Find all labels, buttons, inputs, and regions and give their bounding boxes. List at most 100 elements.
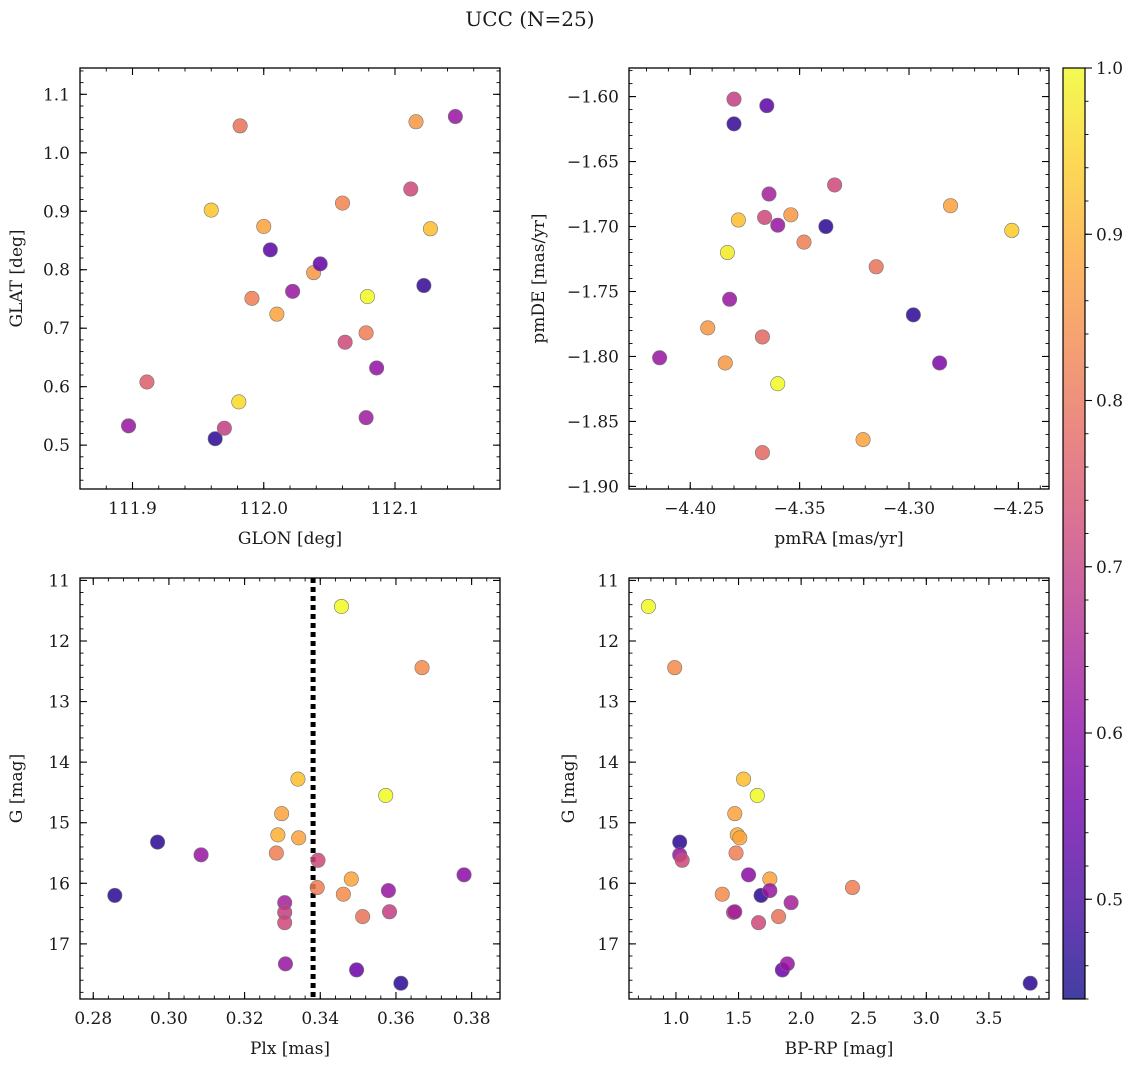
- data-point: [369, 360, 385, 376]
- x-tick-label: 3.0: [913, 1009, 940, 1029]
- x-tick-label: 0.34: [301, 1009, 339, 1029]
- y-tick-label: 0.9: [43, 202, 70, 222]
- panels: 111.9 112.0 112.10.50.60.70.80.91.01.1GLON…: [7, 67, 1050, 1059]
- data-point: [139, 374, 155, 390]
- data-point: [714, 886, 730, 902]
- x-tick-label: 1.0: [662, 1009, 689, 1029]
- data-point: [674, 852, 690, 868]
- data-point: [107, 887, 123, 903]
- colorbar-tick-label: 0.8: [1096, 392, 1123, 412]
- data-point: [393, 975, 409, 991]
- data-point: [337, 334, 353, 350]
- data-point: [380, 883, 396, 899]
- data-point: [783, 207, 799, 223]
- data-point: [274, 806, 290, 822]
- data-point: [726, 116, 742, 132]
- data-point: [727, 806, 743, 822]
- y-axis-label: G [mag]: [559, 754, 579, 823]
- y-tick-label: 14: [597, 753, 619, 773]
- colorbar: 0.5 0.6 0.7 0.8 0.9 1.0: [1062, 59, 1123, 1000]
- data-point: [667, 660, 683, 676]
- x-tick-label: −4.30: [883, 499, 935, 519]
- data-point: [732, 830, 748, 846]
- y-tick-label: 17: [48, 935, 70, 955]
- data-point: [905, 307, 921, 323]
- data-point: [270, 827, 286, 843]
- data-point: [343, 871, 359, 887]
- y-tick-label: 0.7: [43, 319, 70, 339]
- data-point: [796, 234, 812, 250]
- data-point: [290, 771, 306, 787]
- panel-1: 111.9 112.0 112.1 0.5 0.6 0.7 0.8 0.9 1.0 1.1 GLON…: [7, 67, 501, 549]
- data-point: [207, 431, 223, 447]
- x-axis-label: pmRA [mas/yr]: [774, 529, 903, 549]
- plot-area: [107, 578, 472, 999]
- y-tick-label: 13: [48, 693, 70, 713]
- data-point: [358, 325, 374, 341]
- colorbar-tick-label: 0.6: [1096, 724, 1123, 744]
- data-point: [751, 915, 767, 931]
- x-tick-label: 0.32: [226, 1009, 264, 1029]
- data-point: [231, 394, 247, 410]
- data-point: [268, 845, 284, 861]
- axes-frame: [79, 577, 501, 1000]
- data-point: [741, 867, 757, 883]
- data-point: [150, 834, 166, 850]
- data-point: [719, 245, 735, 261]
- data-point: [749, 787, 765, 803]
- colorbar-gradient: [1062, 67, 1086, 1000]
- y-tick-label: −1.90: [567, 477, 619, 497]
- x-axis-label: Plx [mas]: [250, 1039, 330, 1059]
- x-tick-label: −4.35: [774, 499, 826, 519]
- y-tick-label: 13: [597, 693, 619, 713]
- data-point: [203, 202, 219, 218]
- y-tick-label: −1.80: [567, 347, 619, 367]
- y-tick-label: 0.6: [43, 378, 70, 398]
- data-point: [770, 217, 786, 233]
- x-tick-label: 111.9: [108, 499, 157, 519]
- data-point: [1004, 222, 1020, 238]
- data-point: [770, 376, 786, 392]
- y-tick-label: 12: [597, 632, 619, 652]
- figure-title: UCC (N=25): [465, 7, 594, 31]
- data-point: [730, 212, 746, 228]
- data-point: [722, 291, 738, 307]
- x-tick-label: −4.25: [992, 499, 1044, 519]
- y-tick-label: 1.0: [43, 144, 70, 164]
- data-point: [727, 904, 743, 920]
- x-tick-label: 0.28: [74, 1009, 112, 1029]
- y-tick-label: 15: [48, 814, 70, 834]
- data-point: [121, 418, 137, 434]
- data-point: [779, 956, 795, 972]
- x-axis-label: GLON [deg]: [238, 529, 342, 549]
- data-point: [256, 218, 272, 234]
- x-tick-label: 2.0: [788, 1009, 815, 1029]
- data-point: [262, 242, 278, 258]
- data-point: [277, 956, 293, 972]
- data-point: [291, 830, 307, 846]
- data-point: [312, 256, 328, 272]
- y-tick-label: −1.60: [567, 88, 619, 108]
- data-point: [355, 909, 371, 925]
- y-tick-label: 12: [48, 632, 70, 652]
- y-tick-label: 11: [48, 571, 70, 591]
- y-tick-label: 0.8: [43, 261, 70, 281]
- data-point: [943, 198, 959, 214]
- data-point: [757, 209, 773, 225]
- x-tick-label: 3.5: [975, 1009, 1002, 1029]
- colorbar-tick-label: 1.0: [1096, 59, 1123, 79]
- panel-2: −4.40 −4.35 −4.30 −4.25 −1.90 −1.85 −1.80 −1.75…: [529, 67, 1050, 549]
- data-point: [447, 109, 463, 125]
- y-tick-label: 16: [48, 874, 70, 894]
- y-tick-label: 0.5: [43, 436, 70, 456]
- data-point: [827, 177, 843, 193]
- data-point: [640, 598, 656, 614]
- y-tick-label: 17: [597, 935, 619, 955]
- plot-area: [640, 598, 1038, 991]
- data-point: [652, 350, 668, 366]
- axes-frame: [79, 67, 501, 490]
- colorbar-tick-label: 0.7: [1096, 558, 1123, 578]
- colorbar-ticks: 0.5 0.6 0.7 0.8 0.9 1.0: [1085, 59, 1123, 1000]
- data-point: [717, 355, 733, 371]
